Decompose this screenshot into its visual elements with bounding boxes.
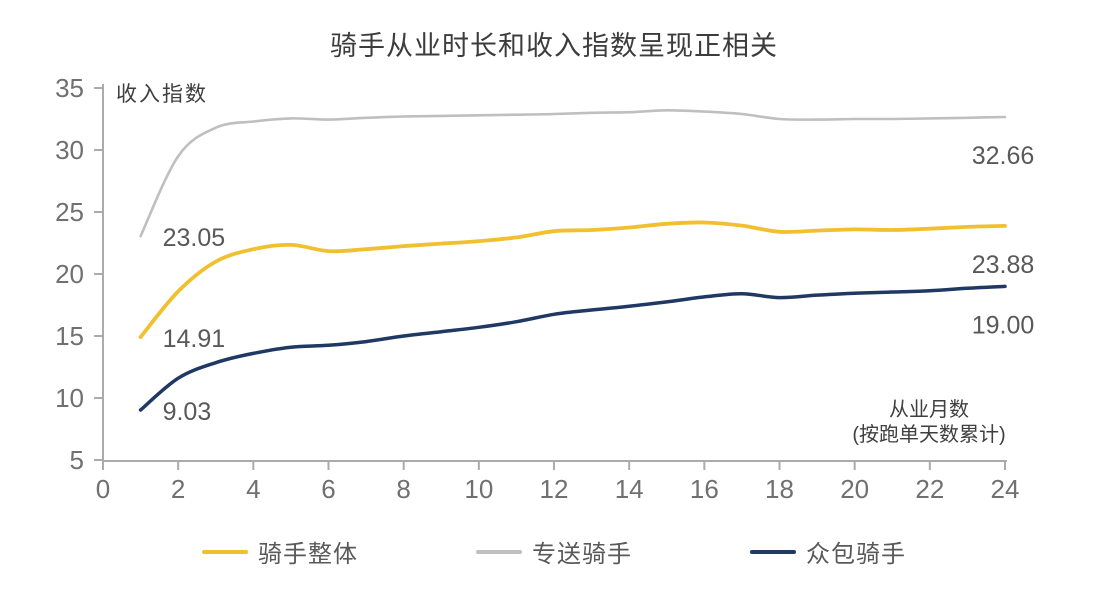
x-tick-label: 22 <box>915 474 944 504</box>
x-tick-label: 8 <box>396 474 410 504</box>
chart-title: 骑手从业时长和收入指数呈现正相关 <box>330 31 778 61</box>
x-axis-title-line2: (按跑单天数累计) <box>852 423 1005 446</box>
x-tick-label: 4 <box>246 474 260 504</box>
y-tick-label: 5 <box>70 445 84 475</box>
x-tick-label: 12 <box>540 474 569 504</box>
series-line-crowdsourced <box>138 284 1007 412</box>
x-tick-label: 18 <box>765 474 794 504</box>
legend-label-dedicated: 专送骑手 <box>532 541 632 568</box>
value-label-start-overall: 14.91 <box>163 325 226 353</box>
x-tick-label: 6 <box>321 474 335 504</box>
y-tick-label: 20 <box>55 259 84 289</box>
x-tick-label: 2 <box>171 474 185 504</box>
chart-legend: 骑手整体 专送骑手 众包骑手 <box>0 534 1108 569</box>
legend-item-overall: 骑手整体 <box>202 534 358 569</box>
y-axis-title: 收入指数 <box>116 83 208 106</box>
series-line-overall <box>138 220 1007 339</box>
y-tick-label: 35 <box>55 73 84 103</box>
legend-label-overall: 骑手整体 <box>258 541 358 568</box>
y-tick-label: 25 <box>55 197 84 227</box>
legend-line-swatch-overall <box>202 549 248 554</box>
x-tick-label: 14 <box>615 474 644 504</box>
x-tick-label: 0 <box>96 474 110 504</box>
value-label-end-dedicated: 32.66 <box>972 142 1035 170</box>
x-axis-title-line1: 从业月数 <box>889 398 969 421</box>
x-tick-label: 24 <box>991 474 1020 504</box>
series-line-dedicated <box>139 108 1007 238</box>
x-tick-label: 16 <box>690 474 719 504</box>
y-tick-label: 30 <box>55 135 84 165</box>
axis-lines <box>102 84 1007 462</box>
y-tick-label: 15 <box>55 321 84 351</box>
legend-item-crowdsourced: 众包骑手 <box>750 534 906 569</box>
legend-line-swatch-crowdsourced <box>750 549 796 554</box>
value-label-end-crowdsourced: 19.00 <box>972 311 1035 339</box>
legend-item-dedicated: 专送骑手 <box>476 534 632 569</box>
legend-line-swatch-dedicated <box>476 549 522 554</box>
x-tick-label: 20 <box>840 474 869 504</box>
legend-label-crowdsourced: 众包骑手 <box>806 541 906 568</box>
value-label-end-overall: 23.88 <box>972 251 1035 279</box>
x-tick-label: 10 <box>464 474 493 504</box>
value-label-start-dedicated: 23.05 <box>163 224 226 252</box>
y-tick-label: 10 <box>55 383 84 413</box>
value-label-start-crowdsourced: 9.03 <box>163 398 212 426</box>
